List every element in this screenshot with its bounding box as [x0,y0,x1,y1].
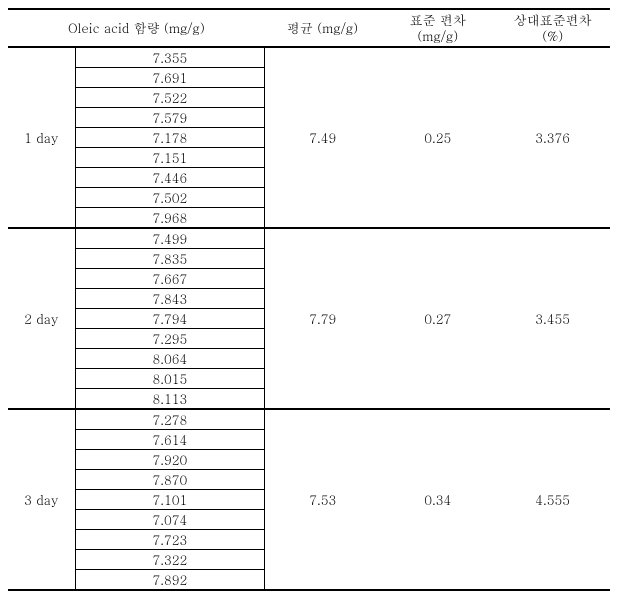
value-cell: 7.691 [75,68,265,88]
table-body: 1 day 7.355 7.49 0.25 3.376 7.691 7.522 … [8,47,610,590]
value-cell: 8.064 [75,349,265,369]
value-cell: 7.151 [75,148,265,168]
value-cell: 7.101 [75,490,265,510]
value-cell: 7.074 [75,510,265,530]
rsd-cell: 3.455 [495,228,610,409]
value-cell: 7.355 [75,47,265,68]
col-oleic: Oleic acid 함량 (mg/g) [8,9,265,47]
value-cell: 7.579 [75,108,265,128]
value-cell: 7.502 [75,188,265,208]
value-cell: 7.446 [75,168,265,188]
value-cell: 7.178 [75,128,265,148]
rsd-cell: 3.376 [495,47,610,228]
mean-cell: 7.53 [265,409,381,590]
value-cell: 7.920 [75,450,265,470]
value-cell: 8.015 [75,369,265,389]
value-cell: 7.843 [75,289,265,309]
sd-cell: 0.34 [380,409,495,590]
day-label: 2 day [8,228,75,409]
value-cell: 7.723 [75,530,265,550]
value-cell: 7.794 [75,309,265,329]
sd-cell: 0.25 [380,47,495,228]
col-mean: 평균 (mg/g) [265,9,381,47]
mean-cell: 7.79 [265,228,381,409]
value-cell: 7.870 [75,470,265,490]
value-cell: 7.522 [75,88,265,108]
table-header-row: Oleic acid 함량 (mg/g) 평균 (mg/g) 표준 편차 (mg… [8,9,610,47]
sd-cell: 0.27 [380,228,495,409]
day-label: 1 day [8,47,75,228]
value-cell: 7.667 [75,269,265,289]
value-cell: 8.113 [75,389,265,410]
mean-cell: 7.49 [265,47,381,228]
value-cell: 7.278 [75,409,265,430]
value-cell: 7.835 [75,249,265,269]
value-cell: 7.614 [75,430,265,450]
value-cell: 7.322 [75,550,265,570]
value-cell: 7.968 [75,208,265,229]
value-cell: 7.295 [75,329,265,349]
oleic-acid-table: Oleic acid 함량 (mg/g) 평균 (mg/g) 표준 편차 (mg… [8,8,610,591]
value-cell: 7.499 [75,228,265,249]
rsd-cell: 4.555 [495,409,610,590]
col-sd: 표준 편차 (mg/g) [380,9,495,47]
col-rsd: 상대표준편차 (%) [495,9,610,47]
day-label: 3 day [8,409,75,590]
